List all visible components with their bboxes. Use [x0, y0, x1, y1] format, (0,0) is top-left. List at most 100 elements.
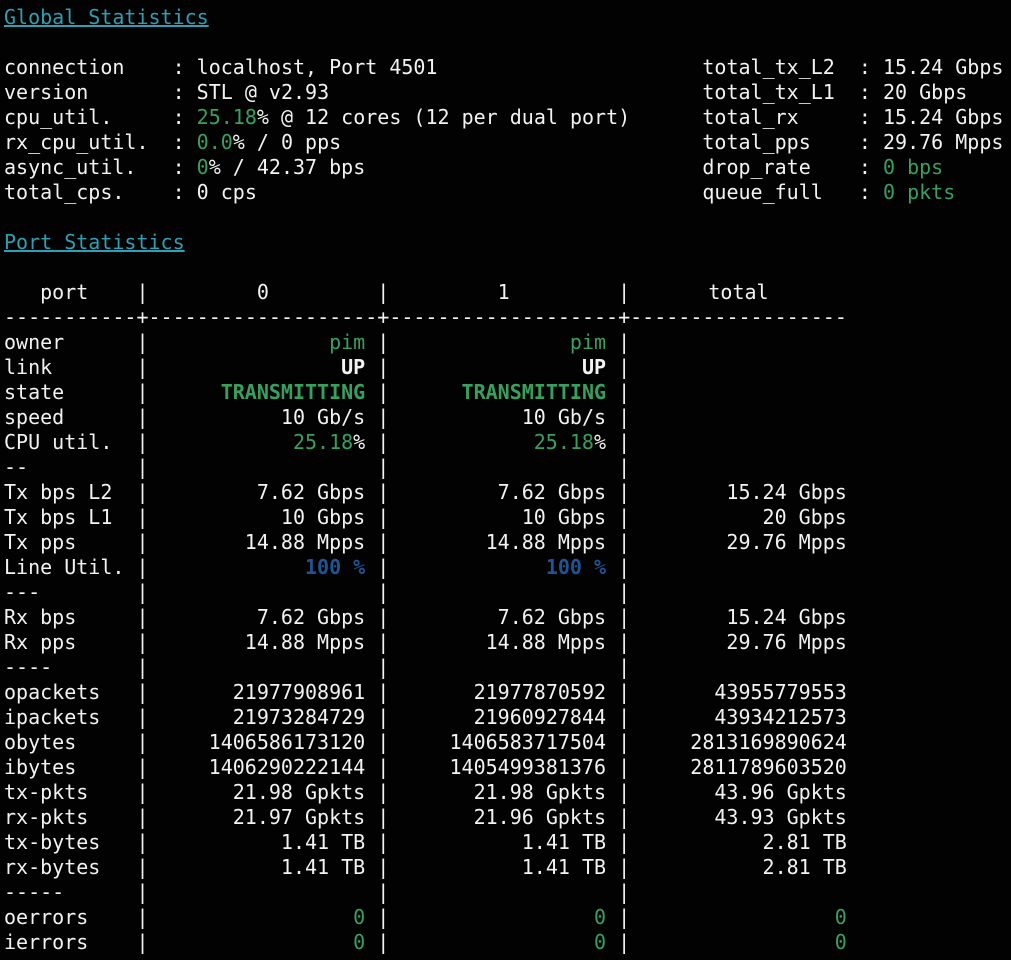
text-segment: 21.96 Gpkts — [473, 805, 607, 829]
pipe-separator: | — [618, 530, 631, 554]
cell-port1: 10 Gb/s — [389, 405, 618, 430]
table-row: ipackets | 21973284729 | 21960927844 | 4393421… — [4, 705, 1011, 730]
pipe-separator: | — [618, 580, 631, 604]
row-label: owner — [4, 330, 65, 354]
pipe-separator: | — [377, 680, 390, 704]
text-segment: % — [593, 430, 607, 454]
text-segment: 25.18 — [292, 430, 354, 454]
text-segment: 0 — [834, 930, 847, 954]
cell-port1: 7.62 Gbps — [389, 480, 618, 505]
text-segment: 15.24 Gbps — [726, 480, 847, 504]
row-label: ierrors — [4, 930, 89, 954]
cell-port1: 0 — [389, 905, 618, 930]
text-segment: UP — [581, 355, 607, 379]
text-segment: 1406583717504 — [449, 730, 607, 754]
text-segment: 21960927844 — [473, 705, 607, 729]
cell-port1: TRANSMITTING — [389, 380, 618, 405]
text-segment: 1.41 TB — [280, 855, 366, 879]
text-segment: 0 — [353, 930, 366, 954]
table-row: rx-pkts | 21.97 Gpkts | 21.96 Gpkts | 43.93 Gp… — [4, 805, 1011, 830]
pipe-separator: | — [618, 880, 631, 904]
text-segment: 0 pkts — [883, 180, 956, 204]
text-segment: TRANSMITTING — [461, 380, 607, 404]
stat-label: total_pps — [702, 130, 811, 154]
row-label: opackets — [4, 680, 101, 704]
pipe-separator: | — [377, 355, 390, 379]
text-segment: 14.88 Mpps — [485, 630, 607, 654]
text-segment: 7.62 Gbps — [256, 480, 366, 504]
cell-total: 15.24 Gbps — [630, 480, 847, 505]
text-segment: 21977908961 — [232, 680, 366, 704]
text-segment: 10 Gbps — [521, 505, 607, 529]
colon-separator: : — [172, 155, 197, 179]
pipe-separator: | — [377, 430, 390, 454]
text-segment: 2.81 TB — [762, 855, 847, 879]
stat-row: version: STL @ v2.93 — [4, 80, 630, 105]
cell-port1: 21977870592 — [389, 680, 618, 705]
pipe-separator: | — [377, 455, 390, 479]
text-segment: 29.76 Mpps — [726, 630, 847, 654]
cell-port0: 0 — [148, 930, 377, 955]
row-label: -- — [4, 455, 29, 479]
row-label: CPU util. — [4, 430, 113, 454]
text-segment: 43.93 Gpkts — [714, 805, 847, 829]
stat-row: drop_rate: 0 bps — [702, 155, 1003, 180]
pipe-separator: | — [377, 530, 390, 554]
pipe-separator: | — [618, 330, 631, 354]
pipe-separator: | — [377, 605, 390, 629]
pipe-separator: | — [136, 280, 149, 304]
stat-label: drop_rate — [702, 155, 811, 179]
pipe-separator: | — [618, 905, 631, 929]
pipe-separator: | — [136, 830, 149, 854]
text-segment: UP — [341, 355, 366, 379]
pipe-separator: | — [377, 505, 390, 529]
pipe-separator: | — [618, 830, 631, 854]
pipe-separator: | — [618, 380, 631, 404]
text-segment: 0 — [353, 905, 366, 929]
stat-value: 0 pkts — [883, 180, 955, 204]
text-segment: 0 — [834, 905, 847, 929]
pipe-separator: | — [136, 880, 149, 904]
row-label: obytes — [4, 730, 77, 754]
text-segment: 10 Gb/s — [521, 405, 607, 429]
stat-label: queue_full — [702, 180, 823, 204]
stat-value: 25.18% @ 12 cores (12 per dual port) — [197, 105, 631, 129]
cell-port1: 1.41 TB — [389, 830, 618, 855]
pipe-separator: | — [377, 630, 390, 654]
text-segment: 25.18 — [533, 430, 594, 454]
text-segment: 29.76 Mpps — [726, 530, 847, 554]
global-stats-title: Global Statistics — [4, 5, 1011, 30]
header-port-label: port — [4, 280, 89, 304]
pipe-separator: | — [136, 805, 149, 829]
cell-port0: 21977908961 — [148, 680, 377, 705]
text-segment: 10 Gbps — [280, 505, 366, 529]
cell-total: 43955779553 — [630, 680, 846, 705]
cell-port1: 0 — [389, 930, 618, 955]
cell-port1: 1405499381376 — [389, 755, 618, 780]
text-segment: 20 Gbps — [883, 80, 968, 104]
pipe-separator: | — [377, 705, 390, 729]
text-segment: 7.62 Gbps — [256, 605, 366, 629]
table-row: ierrors | 0 | 0 | 0 — [4, 930, 1011, 955]
pipe-separator: | — [377, 930, 390, 954]
text-segment: 29.76 Mpps — [883, 130, 1004, 154]
row-label: link — [4, 355, 53, 379]
table-row: link | UP | UP | — [4, 355, 1011, 380]
row-label: ibytes — [4, 755, 77, 779]
pipe-separator: | — [618, 705, 631, 729]
stat-row: total_tx_L2: 15.24 Gbps — [702, 55, 1003, 80]
section-title: Port Statistics — [4, 230, 185, 254]
pipe-separator: | — [377, 830, 390, 854]
header-col-port1: 1 — [497, 280, 510, 304]
header-col-total: total — [708, 280, 769, 304]
stat-value: 0 bps — [883, 155, 943, 179]
text-segment: % / 42.37 bps — [208, 155, 366, 179]
pipe-separator: | — [618, 480, 631, 504]
stat-row: connection: localhost, Port 4501 — [4, 55, 630, 80]
cell-port1: 7.62 Gbps — [389, 605, 618, 630]
colon-separator: : — [172, 80, 197, 104]
stat-value: 29.76 Mpps — [883, 130, 1003, 154]
text-segment: 15.24 Gbps — [883, 55, 1004, 79]
stat-label: total_tx_L1 — [702, 80, 835, 104]
